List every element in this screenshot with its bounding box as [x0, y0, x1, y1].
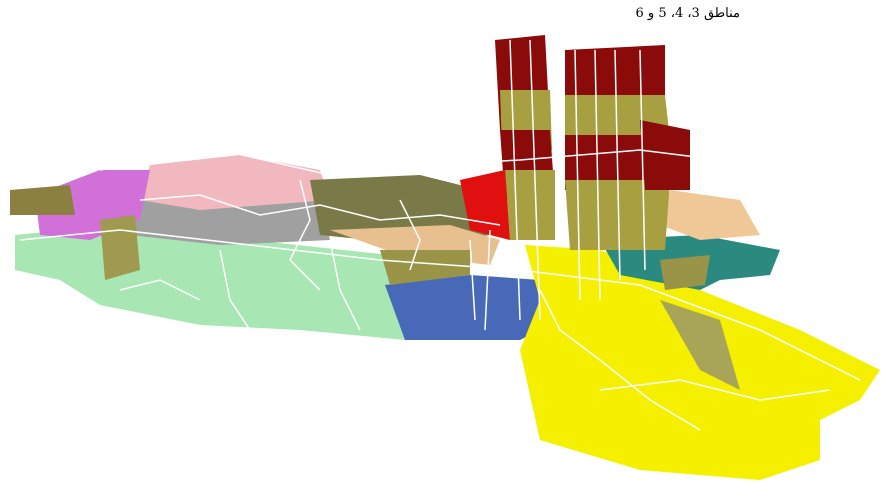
tower	[460, 170, 510, 240]
zone-blue	[385, 275, 540, 340]
tower	[505, 170, 555, 240]
zone-pink	[140, 155, 330, 210]
streets	[19, 39, 861, 431]
block	[380, 250, 470, 285]
caption: مناطق 3، 4، 5 و 6	[635, 6, 741, 21]
block	[10, 185, 75, 215]
zone-tan-right	[660, 190, 760, 240]
block	[100, 215, 140, 280]
block	[660, 255, 710, 290]
tower	[640, 120, 690, 190]
block	[660, 300, 740, 390]
